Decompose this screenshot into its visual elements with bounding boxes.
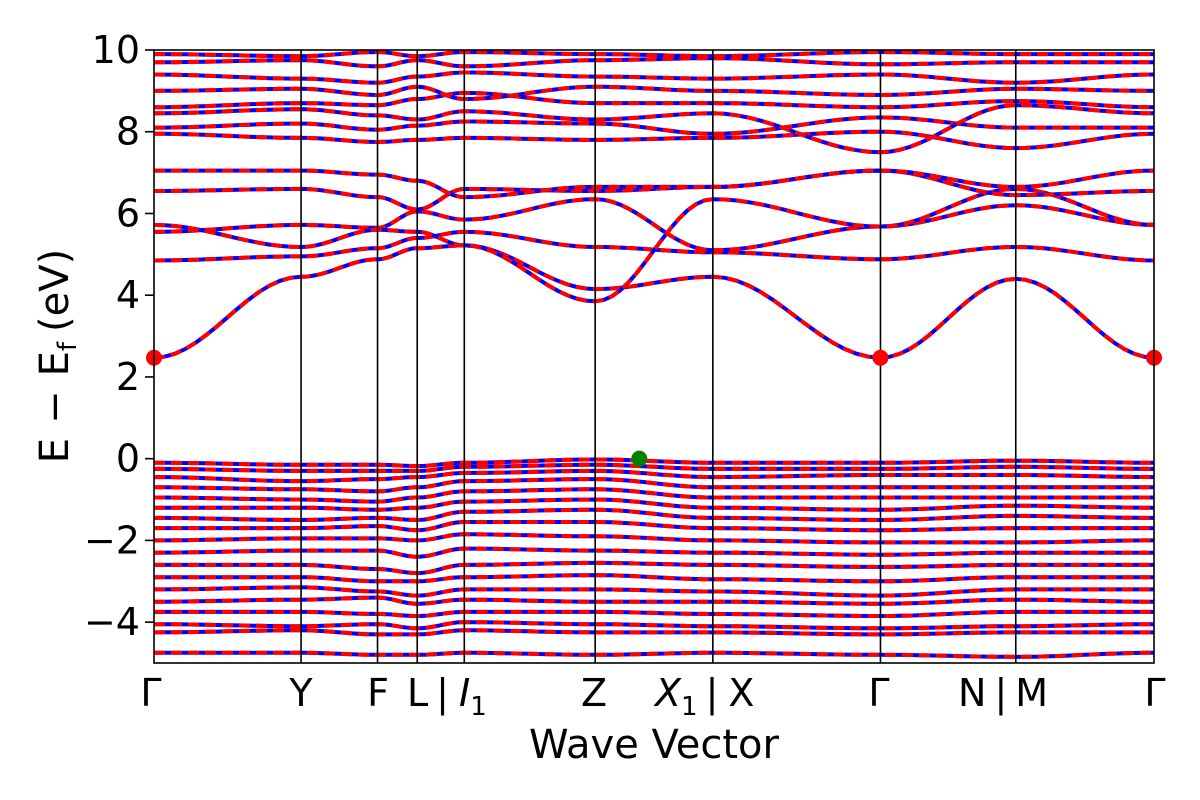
valence-band-spin-down (154, 497, 1154, 512)
conduction-band-spin-down (154, 84, 1154, 102)
valence-band-spin-down (154, 546, 1154, 559)
y-tick-label: 8 (116, 110, 140, 154)
valence-band-spin-down (154, 520, 1154, 533)
y-tick-label: 10 (92, 28, 140, 72)
x-tick-label-n-m: N | M (958, 671, 1048, 716)
cbm-marker (872, 349, 889, 366)
conduction-band-spin-down (154, 90, 1154, 110)
valence-band-spin-down (154, 609, 1154, 618)
conduction-band-spin-down (154, 50, 1154, 59)
conduction-band-spin-down (154, 197, 1154, 253)
valence-band-spin-down (154, 462, 1154, 473)
valence-band-spin-down (154, 595, 1154, 606)
valence-band-spin-down (154, 585, 1154, 598)
valence-band-spin-down (154, 457, 1154, 468)
valence-band-spin-down (154, 620, 1154, 631)
markers-group (146, 349, 1162, 467)
conduction-band-spin-down (154, 70, 1154, 85)
conduction-band-spin-down (154, 129, 1154, 151)
y-tick-label: 2 (116, 355, 140, 399)
x-tick-label-z: Z (581, 671, 607, 715)
conduction-band-spin-down (154, 56, 1154, 69)
x-axis-title: Wave Vector (529, 722, 780, 768)
valence-band-spin-down (154, 628, 1154, 637)
valence-band-spin-down (154, 532, 1154, 545)
conduction-band-spin-down (154, 243, 1154, 360)
y-tick-label: 4 (116, 273, 140, 317)
valence-band-spin-down (154, 487, 1154, 504)
x-tick-label-gamma-mid: Γ (868, 671, 889, 715)
conduction-band-spin-down (154, 103, 1154, 155)
conduction-band-spin-up (154, 243, 1154, 360)
valence-band-spin-down (154, 468, 1154, 484)
x-tick-label-f: F (367, 671, 389, 715)
valence-band-spin-down (154, 560, 1154, 576)
plot-frame (153, 49, 1155, 664)
x-tick-labels: Γ Y F L | I1 Z X1 | X Γ N | M Γ (140, 671, 1165, 722)
valence-band-spin-down (154, 573, 1154, 584)
valence-band-spin-down (154, 650, 1154, 659)
kpoint-lines-group (300, 50, 1017, 663)
conduction-band-spin-down (154, 168, 1154, 200)
x-tick-label-y: Y (288, 671, 313, 715)
conduction-band-spin-down (154, 115, 1154, 136)
vbm-marker (631, 450, 648, 467)
bands-group (154, 50, 1154, 659)
conduction-band-spin-down (154, 186, 1154, 304)
y-axis-title: E−Ef(eV) (32, 249, 83, 463)
y-tick-label: −2 (84, 518, 140, 562)
valence-band-spin-down (154, 507, 1154, 523)
valence-band-spin-down (154, 477, 1154, 494)
y-tick-label: −4 (84, 600, 140, 644)
x-tick-label-gamma-start: Γ (140, 671, 161, 715)
x-tick-label-x1-x: X1 | X (653, 671, 754, 722)
y-tick-label: 6 (116, 191, 140, 235)
y-ticks-group: −4 −2 0 2 4 6 8 10 (84, 28, 154, 644)
conduction-band-spin-down (154, 229, 1154, 263)
y-tick-label: 0 (116, 437, 140, 481)
x-tick-label-gamma-end: Γ (1144, 671, 1165, 715)
x-tick-label-l-i1: L | I1 (407, 671, 487, 722)
